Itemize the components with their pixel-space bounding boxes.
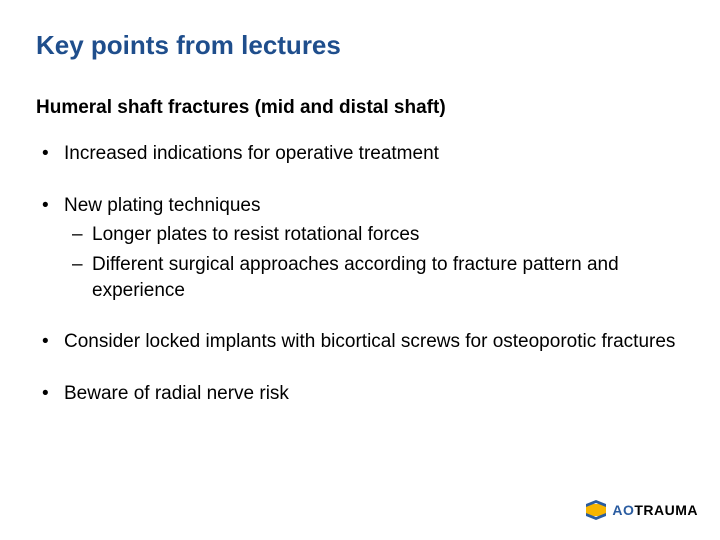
list-item: New plating techniques Longer plates to … — [36, 193, 684, 304]
bullet-text: Beware of radial nerve risk — [64, 383, 289, 404]
sub-bullet-text: Different surgical approaches according … — [92, 254, 619, 301]
logo-mark-icon — [586, 500, 606, 520]
bullet-list: Increased indications for operative trea… — [36, 141, 684, 406]
aotrauma-logo: AOTRAUMA — [586, 500, 698, 520]
bullet-text: Consider locked implants with bicortical… — [64, 331, 675, 352]
sub-bullet-list: Longer plates to resist rotational force… — [64, 222, 684, 303]
bullet-text: Increased indications for operative trea… — [64, 143, 439, 164]
list-item: Consider locked implants with bicortical… — [36, 329, 684, 355]
list-item: Beware of radial nerve risk — [36, 381, 684, 407]
sub-bullet-text: Longer plates to resist rotational force… — [92, 224, 419, 245]
bullet-text: New plating techniques — [64, 195, 260, 216]
slide-subtitle: Humeral shaft fractures (mid and distal … — [36, 97, 684, 119]
logo-text-ao: AO — [612, 502, 634, 518]
slide: Key points from lectures Humeral shaft f… — [0, 0, 720, 540]
list-item: Increased indications for operative trea… — [36, 141, 684, 167]
logo-text: AOTRAUMA — [612, 502, 698, 518]
list-item: Different surgical approaches according … — [64, 252, 684, 303]
slide-title: Key points from lectures — [36, 30, 684, 61]
logo-text-trauma: TRAUMA — [634, 502, 698, 518]
list-item: Longer plates to resist rotational force… — [64, 222, 684, 248]
